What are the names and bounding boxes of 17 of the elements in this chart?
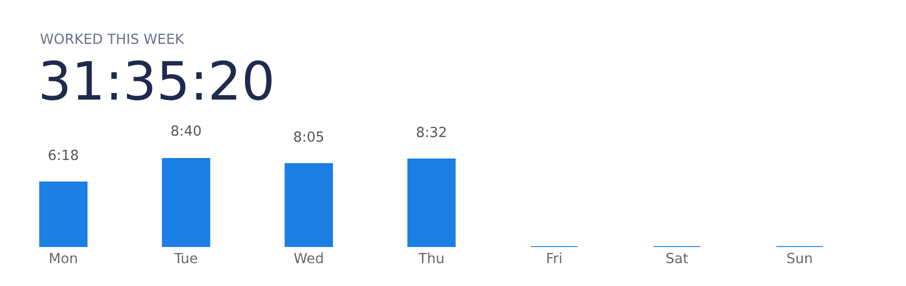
bar: [162, 158, 210, 247]
x-tick-label: Thu: [418, 252, 444, 264]
x-tick-label: Tue: [174, 252, 198, 264]
bar: [284, 163, 333, 247]
x-tick-label: Sat: [666, 252, 688, 264]
x-tick-label: Mon: [50, 252, 77, 264]
chart-subtitle: 31:35:20: [42, 60, 272, 100]
data-label: 8:32: [416, 126, 446, 138]
bar: [407, 158, 456, 247]
data-label: 8:05: [294, 131, 324, 142]
x-tick-label: Fri: [547, 252, 562, 264]
chart-title: WORKED THIS WEEK: [40, 34, 184, 44]
data-label: 8:40: [171, 125, 201, 136]
x-tick-label: Sun: [787, 252, 812, 264]
bar: [39, 181, 88, 247]
x-tick-label: Wed: [294, 252, 323, 264]
data-label: 6:18: [48, 150, 78, 160]
